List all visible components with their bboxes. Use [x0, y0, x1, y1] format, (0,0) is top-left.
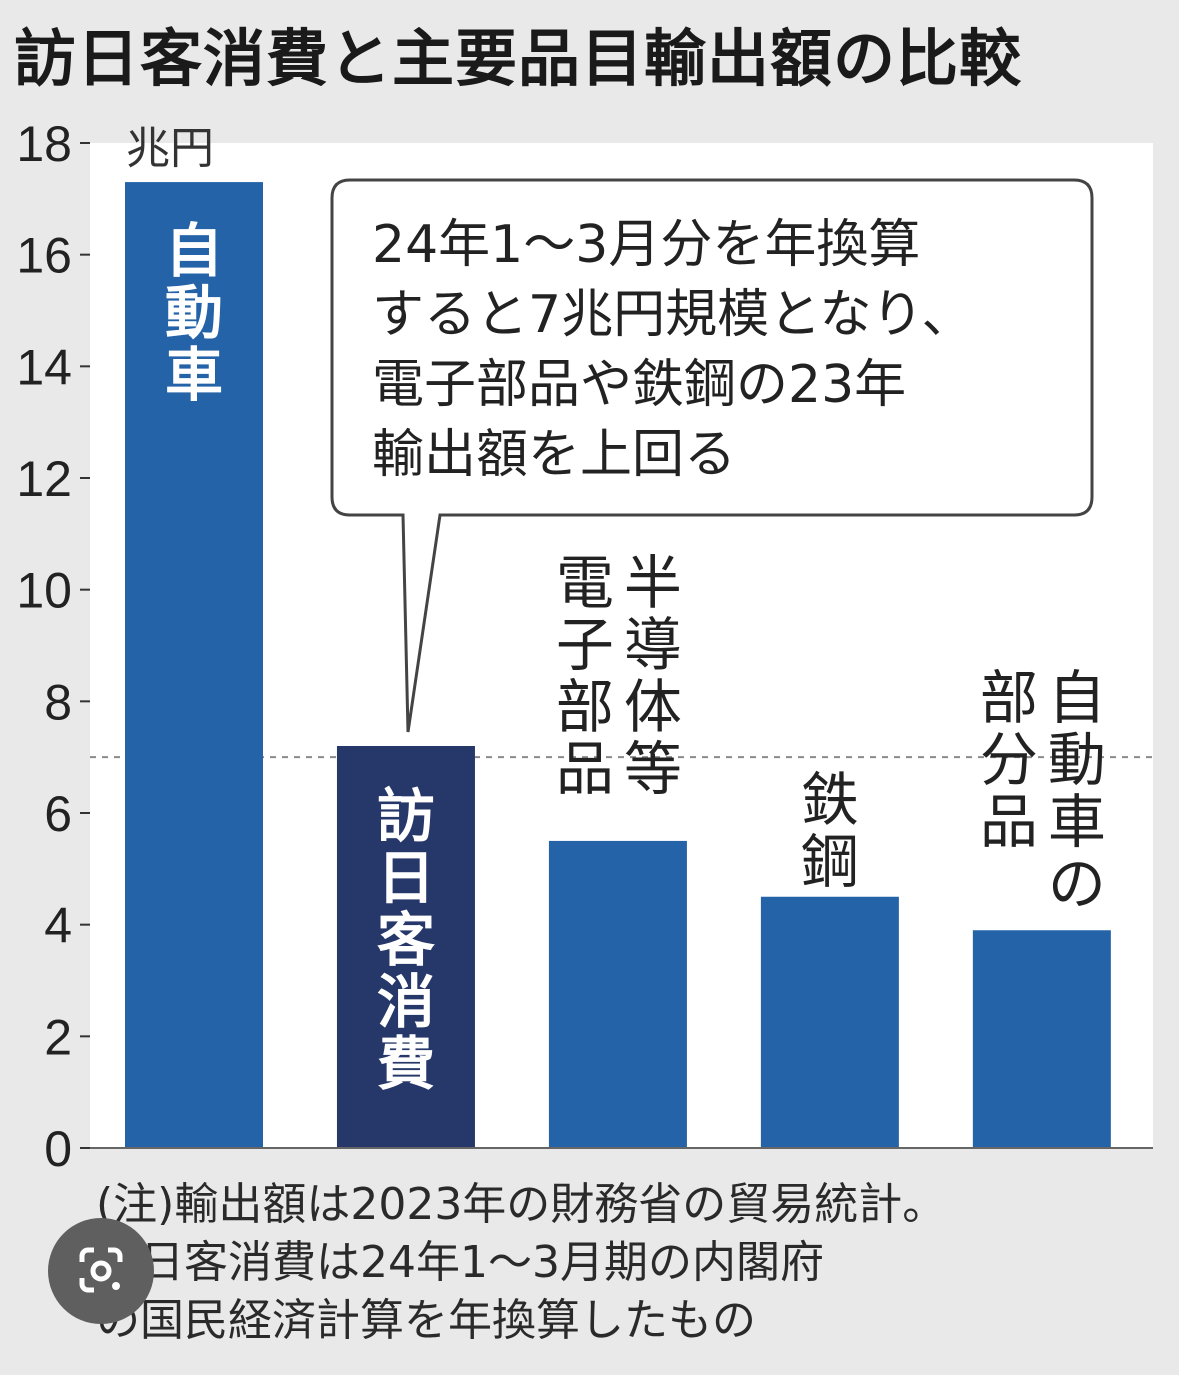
callout-line: 電子部品や鉄鋼の23年 — [372, 355, 906, 415]
y-tick-label: 4 — [44, 898, 72, 954]
bar-1 — [125, 182, 263, 1149]
y-tick-label: 18 — [16, 116, 72, 172]
bar-5 — [972, 930, 1111, 1148]
y-tick-label: 8 — [44, 674, 72, 730]
callout-line: 輸出額を上回る — [372, 425, 736, 485]
bar-2 — [336, 746, 475, 1148]
category-label-5a: 部分品 — [980, 664, 1038, 856]
y-tick-label: 10 — [16, 563, 72, 619]
category-label-3a: 電子部品 — [556, 549, 614, 803]
category-label-1: 自動車 — [165, 217, 223, 409]
bar-4 — [760, 896, 899, 1148]
callout-line: すると7兆円規模となり、 — [372, 285, 973, 345]
category-label-3b: 半導体等 — [624, 549, 682, 803]
y-tick-label: 14 — [16, 339, 72, 395]
y-unit-label: 兆円 — [126, 123, 214, 174]
footnote-line: (注)輸出額は2023年の財務省の貿易統計。 — [96, 1179, 947, 1230]
footnote-line: 訪日客消費は24年1～3月期の内閣府 — [96, 1237, 824, 1288]
bar-3 — [548, 840, 687, 1148]
y-tick-label: 12 — [16, 451, 72, 507]
google-lens-icon[interactable] — [48, 1218, 154, 1324]
callout-box — [330, 178, 1094, 733]
footnote-line: の国民経済計算を年換算したもの — [96, 1295, 756, 1346]
callout-line: 24年1～3月分を年換算 — [372, 215, 920, 275]
category-label-5b: 自動車の — [1048, 664, 1106, 918]
y-tick-label: 0 — [44, 1121, 72, 1177]
chart-title: 訪日客消費と主要品目輸出額の比較 — [14, 22, 1023, 95]
y-tick-label: 6 — [44, 786, 72, 842]
category-label-4: 鉄鋼 — [801, 766, 859, 896]
y-tick-label: 2 — [44, 1009, 72, 1065]
y-tick-label: 16 — [16, 228, 72, 284]
footnote: (注)輸出額は2023年の財務省の貿易統計。 訪日客消費は24年1～3月期の内閣… — [96, 1176, 1166, 1350]
category-label-2: 訪日客消費 — [377, 782, 435, 1098]
